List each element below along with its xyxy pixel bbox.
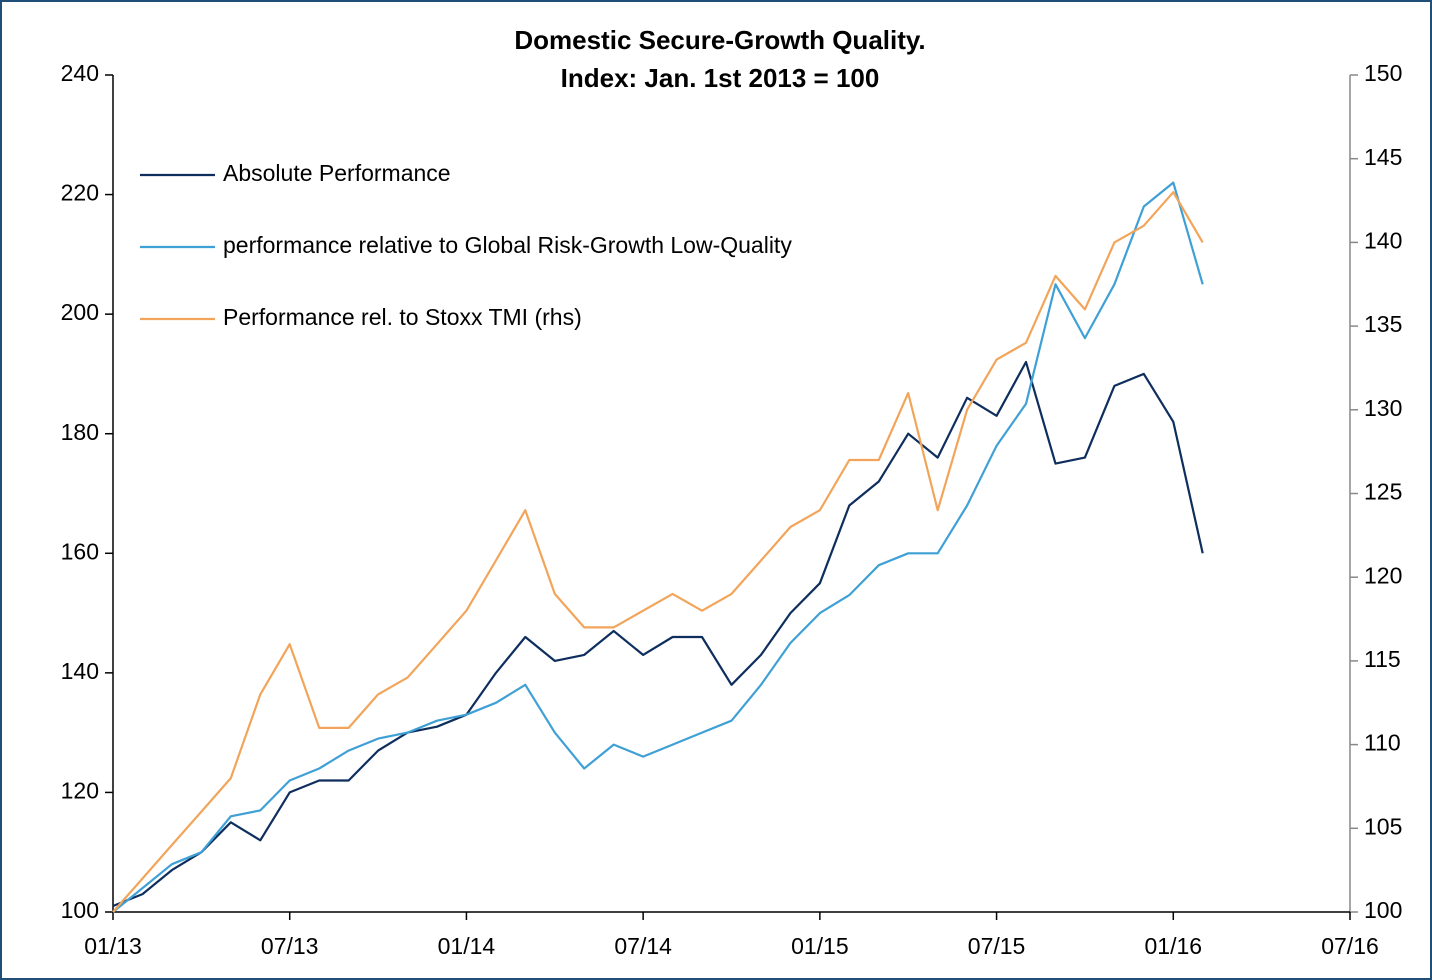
legend-label: performance relative to Global Risk-Grow… [223,232,792,258]
y2-tick-label: 145 [1364,144,1402,170]
y-tick-label: 180 [61,419,99,445]
y2-tick-label: 115 [1364,646,1401,672]
y2-tick-label: 130 [1364,395,1402,421]
x-tick-label: 01/15 [791,933,849,959]
series-line [112,191,1204,913]
series-line [112,181,1204,913]
x-tick-label: 07/16 [1321,933,1379,959]
y2-tick-label: 105 [1364,813,1402,839]
x-tick-label: 01/16 [1145,933,1203,959]
y2-tick-label: 150 [1364,60,1402,86]
chart-subtitle: Index: Jan. 1st 2013 = 100 [561,63,880,93]
y2-tick-label: 100 [1364,897,1402,923]
y-tick-label: 200 [61,299,99,325]
y-tick-label: 120 [61,778,99,804]
chart-title: Domestic Secure-Growth Quality. [514,25,925,55]
x-tick-label: 07/13 [261,933,319,959]
x-tick-label: 01/13 [84,933,142,959]
legend-label: Absolute Performance [223,160,451,186]
y2-tick-label: 120 [1364,562,1402,588]
y-tick-label: 240 [61,60,99,86]
y2-tick-label: 125 [1364,479,1402,505]
x-tick-label: 01/14 [438,933,496,959]
x-tick-label: 07/15 [968,933,1026,959]
y2-tick-label: 135 [1364,311,1402,337]
x-tick-label: 07/14 [614,933,672,959]
y-tick-label: 220 [61,180,99,206]
series-line [112,360,1204,908]
y2-tick-label: 140 [1364,227,1402,253]
y2-tick-label: 110 [1364,730,1401,756]
y-tick-label: 100 [61,897,99,923]
legend-label: Performance rel. to Stoxx TMI (rhs) [223,304,582,330]
y-tick-label: 140 [61,658,99,684]
y-tick-label: 160 [61,538,99,564]
